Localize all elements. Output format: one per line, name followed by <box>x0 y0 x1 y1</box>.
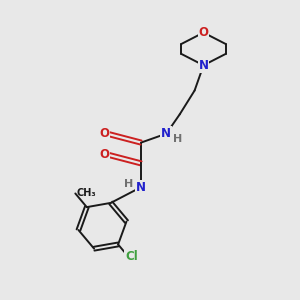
Text: N: N <box>136 181 146 194</box>
Text: O: O <box>99 148 109 161</box>
Text: CH₃: CH₃ <box>77 188 96 199</box>
Text: O: O <box>199 26 208 39</box>
Text: N: N <box>199 59 208 72</box>
Text: O: O <box>99 127 109 140</box>
Text: H: H <box>173 134 182 144</box>
Text: H: H <box>124 178 133 189</box>
Text: N: N <box>161 127 171 140</box>
Text: Cl: Cl <box>125 250 138 263</box>
